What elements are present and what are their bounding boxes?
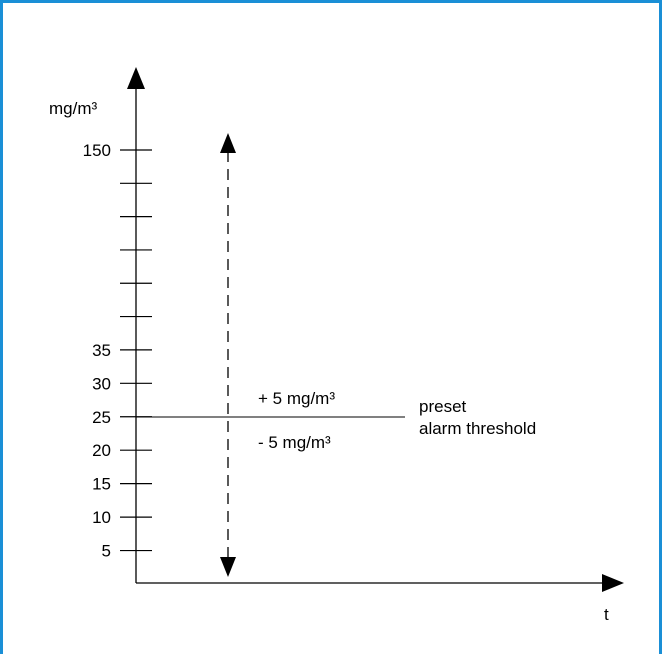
y-tick-label-20: 20 bbox=[92, 441, 111, 460]
y-tick-label-30: 30 bbox=[92, 374, 111, 393]
alarm-threshold-diagram: mg/m³ t 5 10 15 20 25 30 35 150 + 5 mg/m³ - 5 m… bbox=[49, 67, 624, 624]
x-axis-arrow-icon bbox=[602, 574, 624, 592]
y-tick-label-5: 5 bbox=[102, 542, 111, 561]
threshold-label-line2: alarm threshold bbox=[419, 419, 536, 438]
y-tick-label-150: 150 bbox=[83, 141, 111, 160]
y-tick-label-10: 10 bbox=[92, 508, 111, 527]
y-tick-label-35: 35 bbox=[92, 341, 111, 360]
y-axis-ticks: 5 10 15 20 25 30 35 150 bbox=[83, 141, 152, 561]
y-tick-label-15: 15 bbox=[92, 475, 111, 494]
range-arrow-down-icon bbox=[220, 557, 236, 577]
threshold-label-line1: preset bbox=[419, 397, 467, 416]
range-arrow-up-icon bbox=[220, 133, 236, 153]
tolerance-plus-label: + 5 mg/m³ bbox=[258, 389, 335, 408]
x-axis-label: t bbox=[604, 605, 609, 624]
tolerance-minus-label: - 5 mg/m³ bbox=[258, 433, 331, 452]
y-axis-arrow-icon bbox=[127, 67, 145, 89]
y-axis-unit-label: mg/m³ bbox=[49, 99, 98, 118]
y-tick-label-25: 25 bbox=[92, 408, 111, 427]
